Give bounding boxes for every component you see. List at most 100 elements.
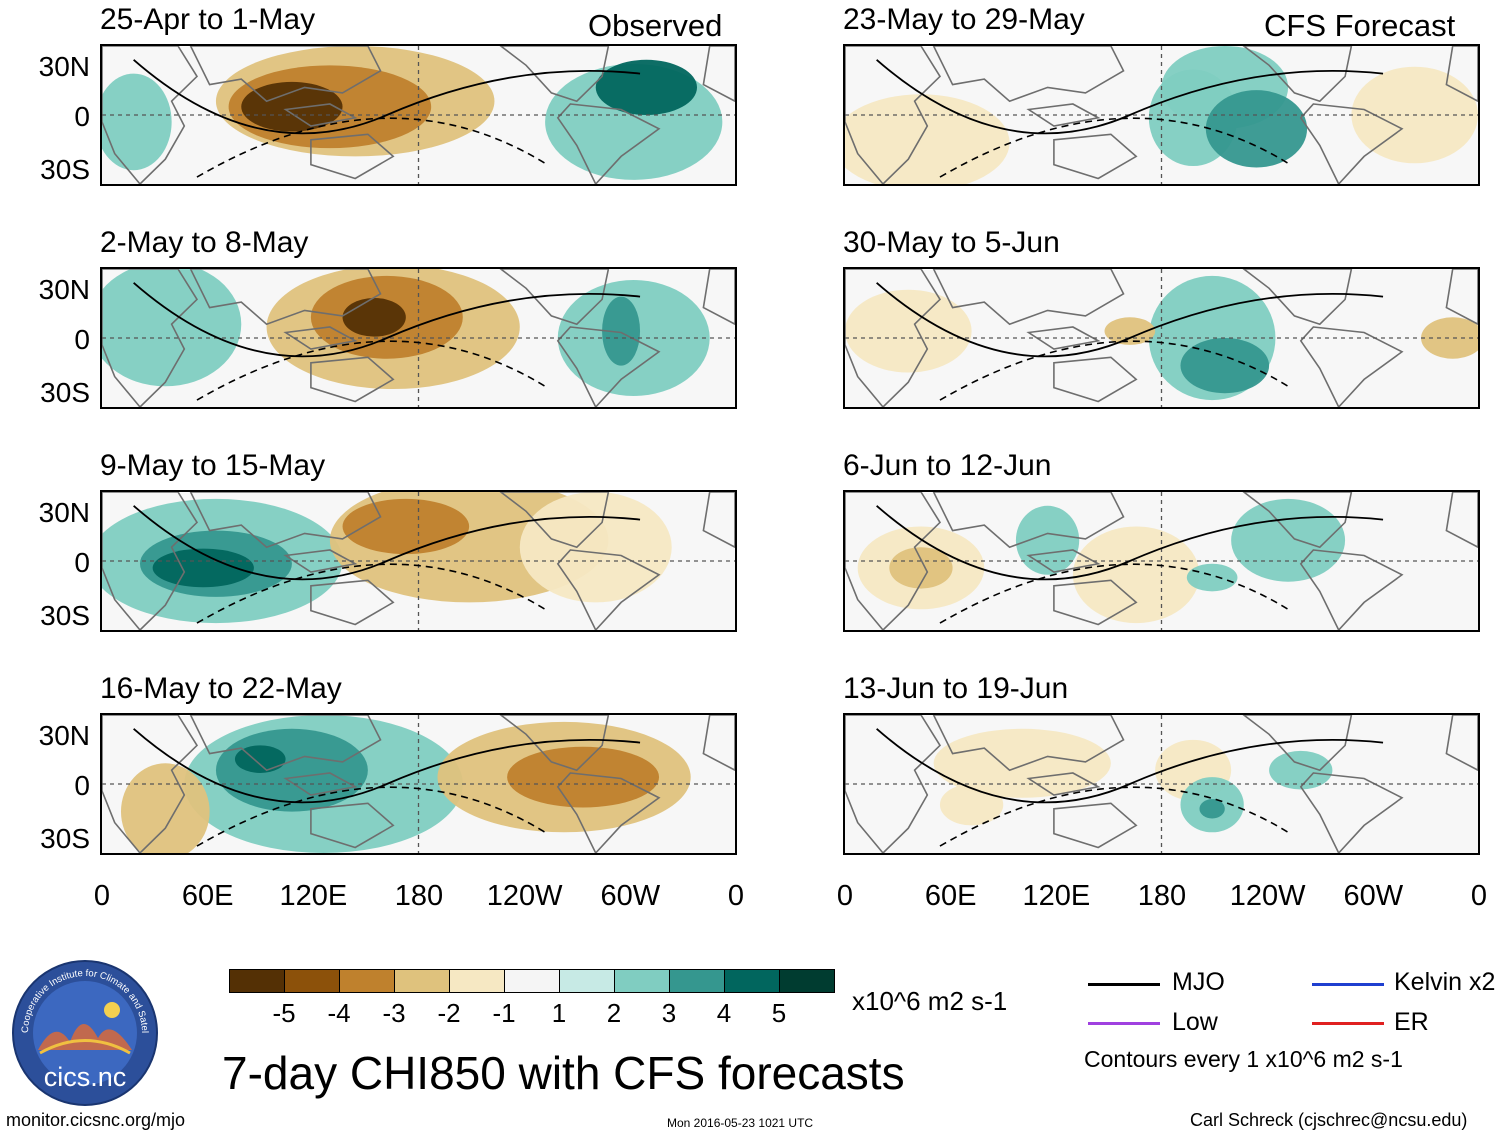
anomaly-shading [1072,526,1200,624]
anomaly-shading [1186,563,1238,592]
mjo-contour-positive [876,505,1384,581]
anomaly-shading [1015,505,1080,575]
anomaly-shading [507,746,660,808]
coastline [1242,715,1353,772]
forecast-map-panel [843,44,1480,186]
map-plot [102,46,735,184]
coastline [310,356,395,403]
mjo-contour-negative [939,117,1289,178]
longitude-label: 120E [279,880,348,912]
longitude-label: 120E [1022,880,1091,912]
coastline [499,715,610,772]
coastline [1299,103,1404,184]
anomaly-shading [845,289,972,373]
coastline [1299,326,1404,407]
longitude-label: 120W [486,880,563,912]
coastline [283,772,358,796]
footer-url[interactable]: monitor.cicsnc.org/mjo [6,1110,186,1130]
footer-author[interactable]: Carl Schreck (cjschrec@ncsu.edu) [1190,1110,1468,1130]
mjo-contour-negative [939,786,1289,847]
colorbar-swatch [284,969,340,993]
coastline [1026,772,1101,796]
longitude-label: 0 [93,880,111,912]
anomaly-shading [889,547,953,589]
coastline [1026,103,1101,127]
latitude-label: 30S [40,154,90,185]
coastline [845,715,942,853]
longitude-label: 0 [1470,880,1488,912]
mjo-contour-positive [133,728,641,804]
latitude-label: 30N [38,274,90,305]
forecast-map-panel [843,713,1480,855]
colorbar-swatch [669,969,725,993]
map-plot [102,715,735,853]
observed-panel-title: 16-May to 22-May [100,672,342,705]
forecast-panel-title: 23-May to 29-May [843,3,1085,36]
coastline [189,46,382,103]
coastline [310,579,395,626]
mjo-contour-negative [939,563,1289,624]
mjo-contour-negative [196,340,546,401]
observed-panel-title: 25-Apr to 1-May [100,3,316,36]
legend-kelvin-line [1312,983,1384,986]
coastline [1242,46,1353,103]
coastline [702,492,735,549]
coastline [556,326,661,407]
anomaly-shading [342,498,470,555]
coastline [310,802,395,849]
colorbar-swatch [559,969,615,993]
coastline [845,492,942,630]
latitude-label: 0 [74,770,90,801]
longitude-label: 180 [1137,880,1187,912]
longitude-label: 120W [1229,880,1306,912]
coastline [1445,715,1478,772]
footer-timestamp: Mon 2016-05-23 1021 UTC [667,1116,814,1130]
colorbar-units: x10^6 m2 s-1 [852,986,1008,1016]
coastline [189,269,382,326]
anomaly-shading [1205,90,1308,168]
coastline [283,549,358,573]
longitude-label: 0 [836,880,854,912]
forecast-header: CFS Forecast [1264,8,1456,43]
observed-panel-title: 2-May to 8-May [100,226,309,259]
map-plot [845,492,1478,630]
legend-kelvin-label: Kelvin x2 [1394,968,1496,996]
colorbar-tick-label: 3 [661,998,677,1028]
anomaly-shading [241,81,343,132]
coastline [1299,549,1404,630]
colorbar-tick-label: 5 [771,998,787,1028]
forecast-panel-title: 30-May to 5-Jun [843,226,1060,259]
legend-contour-note: Contours every 1 x10^6 m2 s-1 [1084,1046,1403,1072]
coastline [1445,492,1478,549]
colorbar-tick-label: -4 [327,998,351,1028]
coastline [1053,579,1138,626]
observed-map-panel [100,44,737,186]
colorbar-swatch [504,969,560,993]
latitude-label: 0 [74,101,90,132]
coastline [932,46,1125,103]
longitude-label: 0 [727,880,745,912]
anomaly-shading [342,297,406,337]
coastline [189,715,382,772]
colorbar-tick-label: 1 [551,998,567,1028]
mjo-contour-negative [196,563,546,624]
mjo-contour-negative [196,786,546,847]
longitude-label: 180 [394,880,444,912]
mjo-contour-positive [876,282,1384,358]
logo-text: cics.nc [44,1062,127,1092]
coastline [189,492,382,549]
longitude-label: 60E [924,880,977,912]
mjo-contour-positive [876,59,1384,135]
coastline [102,715,199,853]
observed-header: Observed [588,8,723,43]
coastline [283,326,358,350]
coastline [556,549,661,630]
latitude-label: 30N [38,51,90,82]
coastline [102,492,199,630]
anomaly-shading [519,492,672,603]
coastline [1026,549,1101,573]
mjo-contour-negative [939,340,1289,401]
legend-mjo-line [1088,983,1160,986]
legend-er-label: ER [1394,1008,1429,1036]
colorbar-tick-label: -5 [272,998,296,1028]
